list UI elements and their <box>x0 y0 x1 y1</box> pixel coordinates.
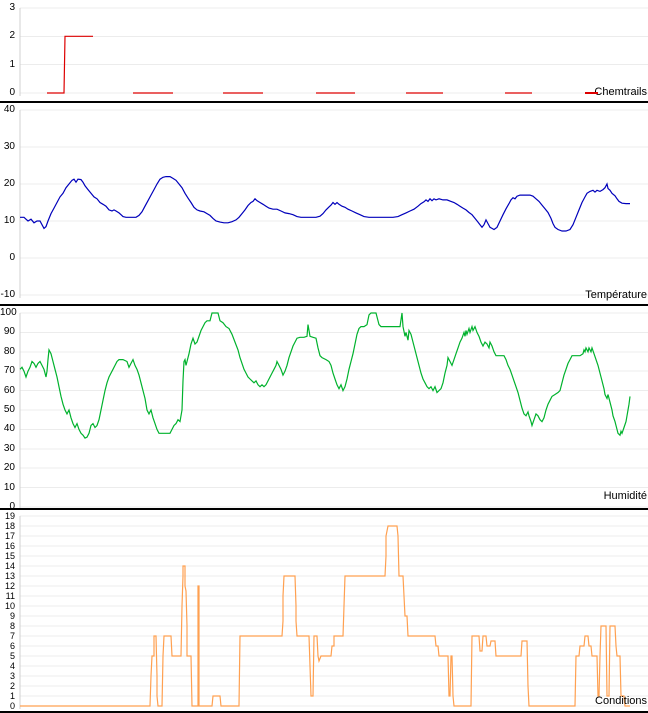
y-tick-label: 0 <box>9 701 15 711</box>
y-tick-label: 3 <box>9 671 15 681</box>
y-tick-label: 70 <box>3 365 15 377</box>
y-tick-label: 100 <box>0 307 17 318</box>
y-tick-label: 10 <box>3 481 15 493</box>
y-tick-label: 90 <box>3 326 15 338</box>
y-tick-label: 11 <box>5 591 15 601</box>
y-tick-label: 9 <box>9 611 15 621</box>
series-label-conditions: Conditions <box>595 695 647 707</box>
y-tick-label: 2 <box>9 30 15 42</box>
y-tick-label: 15 <box>4 551 15 561</box>
series-label-temperature: Température <box>585 289 647 301</box>
y-tick-label: 12 <box>4 581 15 591</box>
series-label-chemtrails: Chemtrails <box>594 86 647 98</box>
y-tick-label: 17 <box>4 531 15 541</box>
y-tick-label: 0 <box>9 87 15 98</box>
y-tick-label: 2 <box>9 681 15 691</box>
y-tick-label: 80 <box>3 345 15 357</box>
y-tick-label: 40 <box>3 104 15 115</box>
y-tick-label: 7 <box>9 631 15 641</box>
y-tick-label: 13 <box>4 571 15 581</box>
y-tick-label: 20 <box>3 462 15 474</box>
y-tick-label: 0 <box>9 501 15 512</box>
chemtrails-legend-dash-icon <box>585 92 598 94</box>
series-label-humidite: Humidité <box>603 490 647 502</box>
y-tick-label: -10 <box>0 289 15 300</box>
y-tick-label: 50 <box>3 404 15 415</box>
y-tick-label: 6 <box>9 641 15 651</box>
y-tick-label: 18 <box>4 521 15 531</box>
y-tick-label: 4 <box>9 661 15 671</box>
y-tick-label: 30 <box>3 442 15 454</box>
y-tick-label: 19 <box>4 511 15 521</box>
y-tick-label: 60 <box>3 384 15 396</box>
y-tick-label: 40 <box>3 423 15 435</box>
y-tick-label: 10 <box>4 601 15 611</box>
y-tick-label: 10 <box>3 215 15 226</box>
y-tick-label: 8 <box>9 621 15 631</box>
y-tick-label: 5 <box>9 651 15 661</box>
y-tick-label: 16 <box>4 541 15 551</box>
y-tick-label: 14 <box>4 561 15 571</box>
y-tick-label: 30 <box>3 141 15 152</box>
y-tick-label: 0 <box>9 252 15 263</box>
y-tick-label: 1 <box>9 58 15 70</box>
y-tick-label: 20 <box>3 178 15 189</box>
y-tick-label: 3 <box>9 2 15 13</box>
y-tick-label: 1 <box>9 691 15 701</box>
